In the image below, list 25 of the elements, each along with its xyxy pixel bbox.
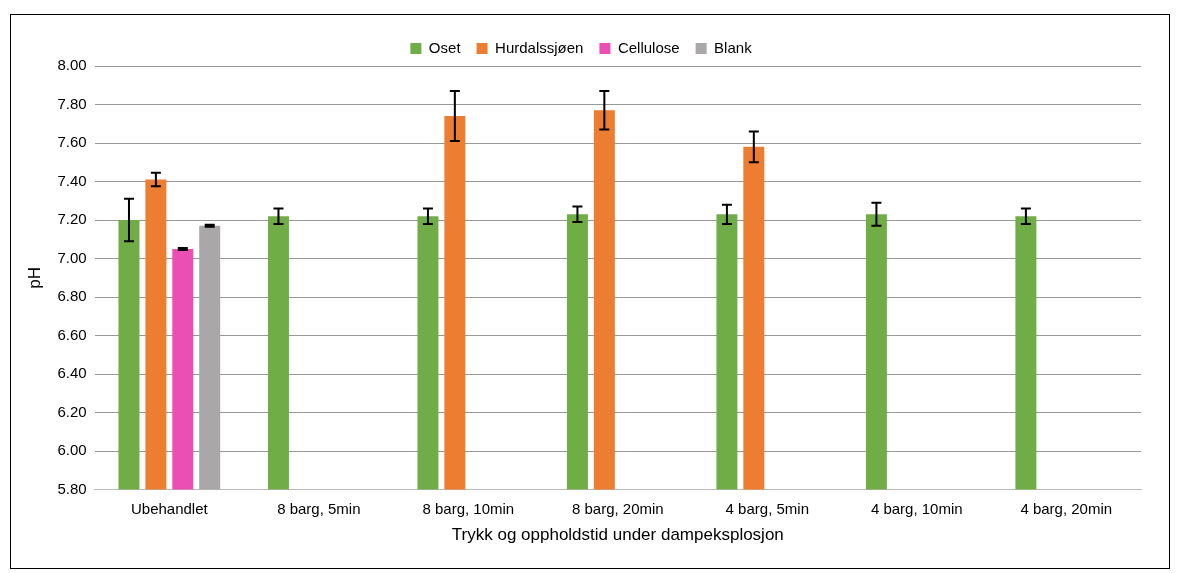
y-tick-label: 6.20 [57,402,87,420]
legend-label: Blank [714,38,753,56]
legend-label: Cellulose [617,38,680,56]
y-tick-label: 7.00 [57,248,87,266]
y-tick-label: 7.40 [57,171,87,189]
y-tick-label: 8.00 [57,56,87,74]
x-axis-title: Trykk og oppholdstid under dampeksplosjon [451,525,784,545]
legend-label: Hurdalssjøen [495,38,584,56]
x-tick-label: 4 barg, 20min [1020,499,1113,517]
y-tick-label: 6.80 [57,287,87,305]
x-tick-label: 4 barg, 5min [725,499,809,517]
x-tick-label: Ubehandlet [130,499,209,517]
y-tick-label: 7.80 [57,94,87,112]
y-tick-label: 6.00 [57,441,87,459]
y-tick-label: 5.80 [57,479,87,497]
legend-label: Oset [428,38,462,56]
y-tick-label: 7.20 [57,210,87,228]
y-tick-label: 6.40 [57,364,87,382]
y-tick-label: 6.60 [57,325,87,343]
x-tick-label: 8 barg, 5min [277,499,361,517]
x-tick-label: 8 barg, 10min [422,499,515,517]
x-tick-label: 8 barg, 20min [571,499,664,517]
x-tick-label: 4 barg, 10min [870,499,963,517]
y-tick-label: 7.60 [57,133,87,151]
y-axis-title: pH [24,266,44,289]
